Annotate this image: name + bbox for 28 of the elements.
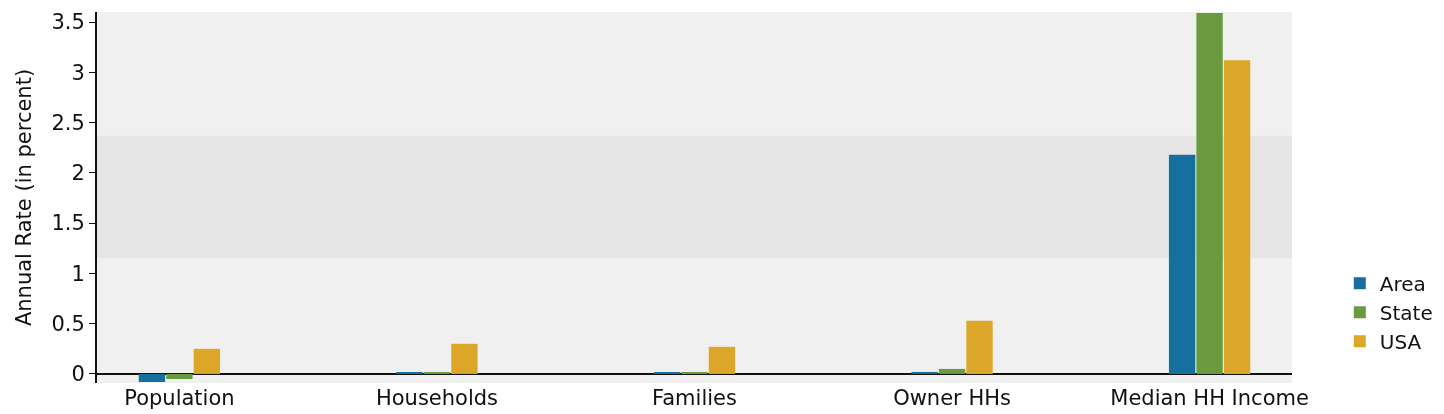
bar bbox=[451, 343, 478, 374]
x-tick-label: Owner HHs bbox=[893, 386, 1011, 410]
bar bbox=[1168, 154, 1196, 374]
bar bbox=[138, 373, 166, 382]
bar bbox=[193, 348, 221, 374]
y-axis-title: Annual Rate (in percent) bbox=[12, 68, 37, 327]
x-tick-label: Median HH Income bbox=[1110, 386, 1309, 410]
y-tick-label: 3 bbox=[71, 60, 85, 85]
bar bbox=[911, 371, 938, 374]
x-tick-label: Households bbox=[375, 386, 498, 410]
y-tick-label: 2 bbox=[71, 161, 85, 186]
legend-label: Area bbox=[1379, 272, 1426, 297]
y-tick-label: 3.5 bbox=[51, 10, 85, 35]
y-tick-label: 2.5 bbox=[51, 110, 85, 135]
bar bbox=[1196, 13, 1223, 374]
legend-label: USA bbox=[1379, 330, 1422, 355]
y-tick-label: 1.5 bbox=[51, 211, 85, 236]
bar bbox=[966, 320, 993, 374]
bar bbox=[938, 368, 966, 374]
y-tick-label: 1 bbox=[71, 261, 85, 286]
x-tick-label: Families bbox=[652, 386, 737, 410]
y-tick-label: 0 bbox=[71, 362, 85, 387]
y-tick-label: 0.5 bbox=[51, 312, 85, 337]
legend-label: State bbox=[1379, 301, 1433, 326]
bar bbox=[708, 346, 736, 374]
bar bbox=[1223, 60, 1251, 374]
bar bbox=[166, 373, 193, 379]
x-tick-label: Population bbox=[124, 386, 235, 410]
